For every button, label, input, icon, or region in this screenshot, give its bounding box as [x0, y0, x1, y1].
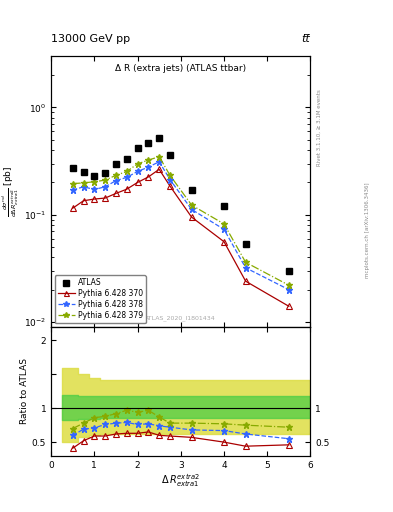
- Pythia 6.428 378: [243, 265, 248, 271]
- ATLAS: [103, 170, 108, 176]
- Text: 13000 GeV pp: 13000 GeV pp: [51, 33, 130, 44]
- Pythia 6.428 378: [103, 184, 108, 190]
- Pythia 6.428 378: [189, 206, 194, 212]
- Pythia 6.428 379: [103, 177, 108, 183]
- Pythia 6.428 379: [114, 172, 118, 178]
- Pythia 6.428 379: [146, 157, 151, 163]
- Pythia 6.428 370: [243, 278, 248, 284]
- ATLAS: [286, 268, 291, 274]
- Pythia 6.428 378: [114, 178, 118, 184]
- Pythia 6.428 379: [189, 202, 194, 208]
- Pythia 6.428 370: [124, 186, 129, 193]
- Pythia 6.428 370: [168, 183, 173, 189]
- Legend: ATLAS, Pythia 6.428 370, Pythia 6.428 378, Pythia 6.428 379: ATLAS, Pythia 6.428 370, Pythia 6.428 37…: [55, 275, 146, 323]
- Pythia 6.428 378: [124, 174, 129, 180]
- ATLAS: [189, 187, 194, 193]
- Text: mcplots.cern.ch [arXiv:1306.3436]: mcplots.cern.ch [arXiv:1306.3436]: [365, 183, 371, 278]
- Pythia 6.428 370: [135, 179, 140, 185]
- Pythia 6.428 379: [81, 180, 86, 186]
- Line: Pythia 6.428 378: Pythia 6.428 378: [70, 159, 292, 293]
- Pythia 6.428 379: [286, 282, 291, 288]
- Pythia 6.428 378: [92, 186, 97, 193]
- ATLAS: [168, 152, 173, 158]
- ATLAS: [92, 173, 97, 179]
- Pythia 6.428 379: [124, 168, 129, 175]
- Pythia 6.428 370: [103, 195, 108, 201]
- Pythia 6.428 379: [222, 221, 226, 227]
- Text: ATLAS_2020_I1801434: ATLAS_2020_I1801434: [145, 316, 216, 322]
- ATLAS: [243, 241, 248, 247]
- Y-axis label: Ratio to ATLAS: Ratio to ATLAS: [20, 358, 29, 424]
- Text: Rivet 3.1.10, ≥ 3.1M events: Rivet 3.1.10, ≥ 3.1M events: [316, 90, 321, 166]
- ATLAS: [222, 203, 226, 209]
- Pythia 6.428 370: [146, 174, 151, 180]
- Pythia 6.428 370: [222, 239, 226, 245]
- Pythia 6.428 370: [114, 190, 118, 197]
- ATLAS: [135, 145, 140, 151]
- Pythia 6.428 370: [286, 303, 291, 309]
- Pythia 6.428 370: [81, 198, 86, 204]
- ATLAS: [124, 156, 129, 162]
- Pythia 6.428 370: [157, 166, 162, 173]
- Pythia 6.428 379: [70, 181, 75, 187]
- Line: Pythia 6.428 370: Pythia 6.428 370: [70, 166, 292, 309]
- ATLAS: [157, 135, 162, 141]
- ATLAS: [70, 165, 75, 172]
- Pythia 6.428 378: [168, 177, 173, 183]
- Pythia 6.428 379: [243, 259, 248, 265]
- Pythia 6.428 378: [146, 164, 151, 170]
- Line: Pythia 6.428 379: Pythia 6.428 379: [70, 154, 292, 288]
- Pythia 6.428 378: [222, 226, 226, 232]
- Pythia 6.428 379: [168, 172, 173, 178]
- Y-axis label: $\frac{d\sigma^{nd}}{d\Delta R_{extra1}^{extra2}}$ [pb]: $\frac{d\sigma^{nd}}{d\Delta R_{extra1}^…: [1, 166, 21, 217]
- Pythia 6.428 370: [92, 196, 97, 202]
- Pythia 6.428 379: [157, 154, 162, 160]
- Pythia 6.428 378: [81, 184, 86, 190]
- Pythia 6.428 378: [286, 287, 291, 293]
- ATLAS: [114, 161, 118, 167]
- ATLAS: [146, 140, 151, 146]
- Pythia 6.428 370: [70, 205, 75, 211]
- Pythia 6.428 378: [135, 168, 140, 175]
- X-axis label: $\Delta\, R^{extra2}_{extra1}$: $\Delta\, R^{extra2}_{extra1}$: [161, 472, 200, 489]
- Pythia 6.428 370: [189, 214, 194, 220]
- Text: Δ R (extra jets) (ATLAS ttbar): Δ R (extra jets) (ATLAS ttbar): [115, 65, 246, 73]
- Line: ATLAS: ATLAS: [70, 135, 292, 274]
- Pythia 6.428 378: [157, 159, 162, 165]
- ATLAS: [81, 169, 86, 175]
- Pythia 6.428 379: [92, 179, 97, 185]
- Pythia 6.428 379: [135, 161, 140, 167]
- Text: tt̅: tt̅: [302, 33, 310, 44]
- Pythia 6.428 378: [70, 187, 75, 193]
